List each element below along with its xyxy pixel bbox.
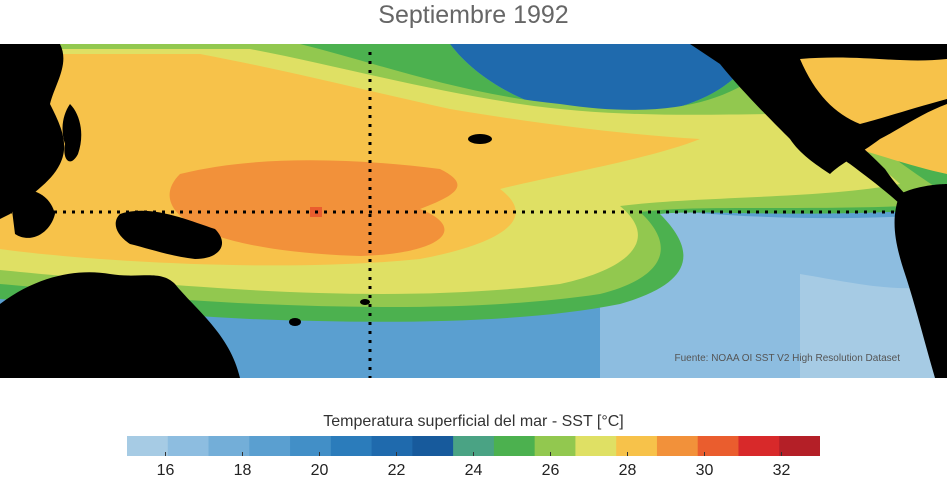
land-south-america bbox=[894, 184, 947, 378]
colorbar-segment bbox=[616, 436, 658, 456]
map-title: Septiembre 1992 bbox=[378, 1, 569, 29]
sst-band-warm bbox=[0, 54, 700, 266]
colorbar-segment bbox=[127, 436, 169, 456]
colorbar bbox=[127, 436, 820, 456]
colorbar-tick-label: 20 bbox=[310, 462, 329, 479]
colorbar-tick-label: 22 bbox=[387, 462, 406, 479]
colorbar-segment bbox=[779, 436, 820, 456]
land-new-caledonia bbox=[289, 318, 301, 326]
land-new-guinea bbox=[115, 210, 223, 259]
land-australia bbox=[0, 272, 240, 378]
source-credit: Fuente: NOAA OI SST V2 High Resolution D… bbox=[675, 353, 901, 364]
colorbar-tick-label: 16 bbox=[156, 462, 175, 479]
colorbar-tick-label: 18 bbox=[233, 462, 252, 479]
colorbar-segment bbox=[493, 436, 536, 456]
land-central-america bbox=[828, 124, 915, 209]
colorbar-segment bbox=[167, 436, 210, 456]
colorbar-segment bbox=[697, 436, 739, 456]
land-borneo bbox=[10, 190, 55, 238]
land-hawaii bbox=[468, 134, 492, 144]
colorbar-segment bbox=[371, 436, 413, 456]
colorbar-tick-label: 24 bbox=[464, 462, 483, 479]
colorbar-segment bbox=[656, 436, 699, 456]
colorbar-tick-label: 32 bbox=[772, 462, 791, 479]
colorbar-tick-label: 28 bbox=[618, 462, 637, 479]
sst-band-southeast-coolest bbox=[800, 274, 947, 378]
colorbar-tick-label: 30 bbox=[695, 462, 714, 479]
colorbar-segment bbox=[208, 436, 250, 456]
colorbar-segment bbox=[290, 436, 332, 456]
colorbar-segment bbox=[412, 436, 454, 456]
land-mexico-gulf-water bbox=[800, 57, 947, 124]
colorbar-label: Temperatura superficial del mar - SST [°… bbox=[323, 413, 624, 430]
colorbar-segment bbox=[249, 436, 291, 456]
sst-map: Fuente: NOAA OI SST V2 High Resolution D… bbox=[0, 44, 947, 378]
colorbar-segment bbox=[575, 436, 617, 456]
land-philippines bbox=[62, 104, 82, 162]
colorbar-segment bbox=[330, 436, 373, 456]
colorbar-segment bbox=[534, 436, 576, 456]
colorbar-tick-label: 26 bbox=[541, 462, 560, 479]
land-maritime-continent bbox=[0, 44, 65, 219]
colorbar-segment bbox=[453, 436, 495, 456]
land-fiji bbox=[360, 299, 370, 305]
colorbar-segment bbox=[738, 436, 780, 456]
